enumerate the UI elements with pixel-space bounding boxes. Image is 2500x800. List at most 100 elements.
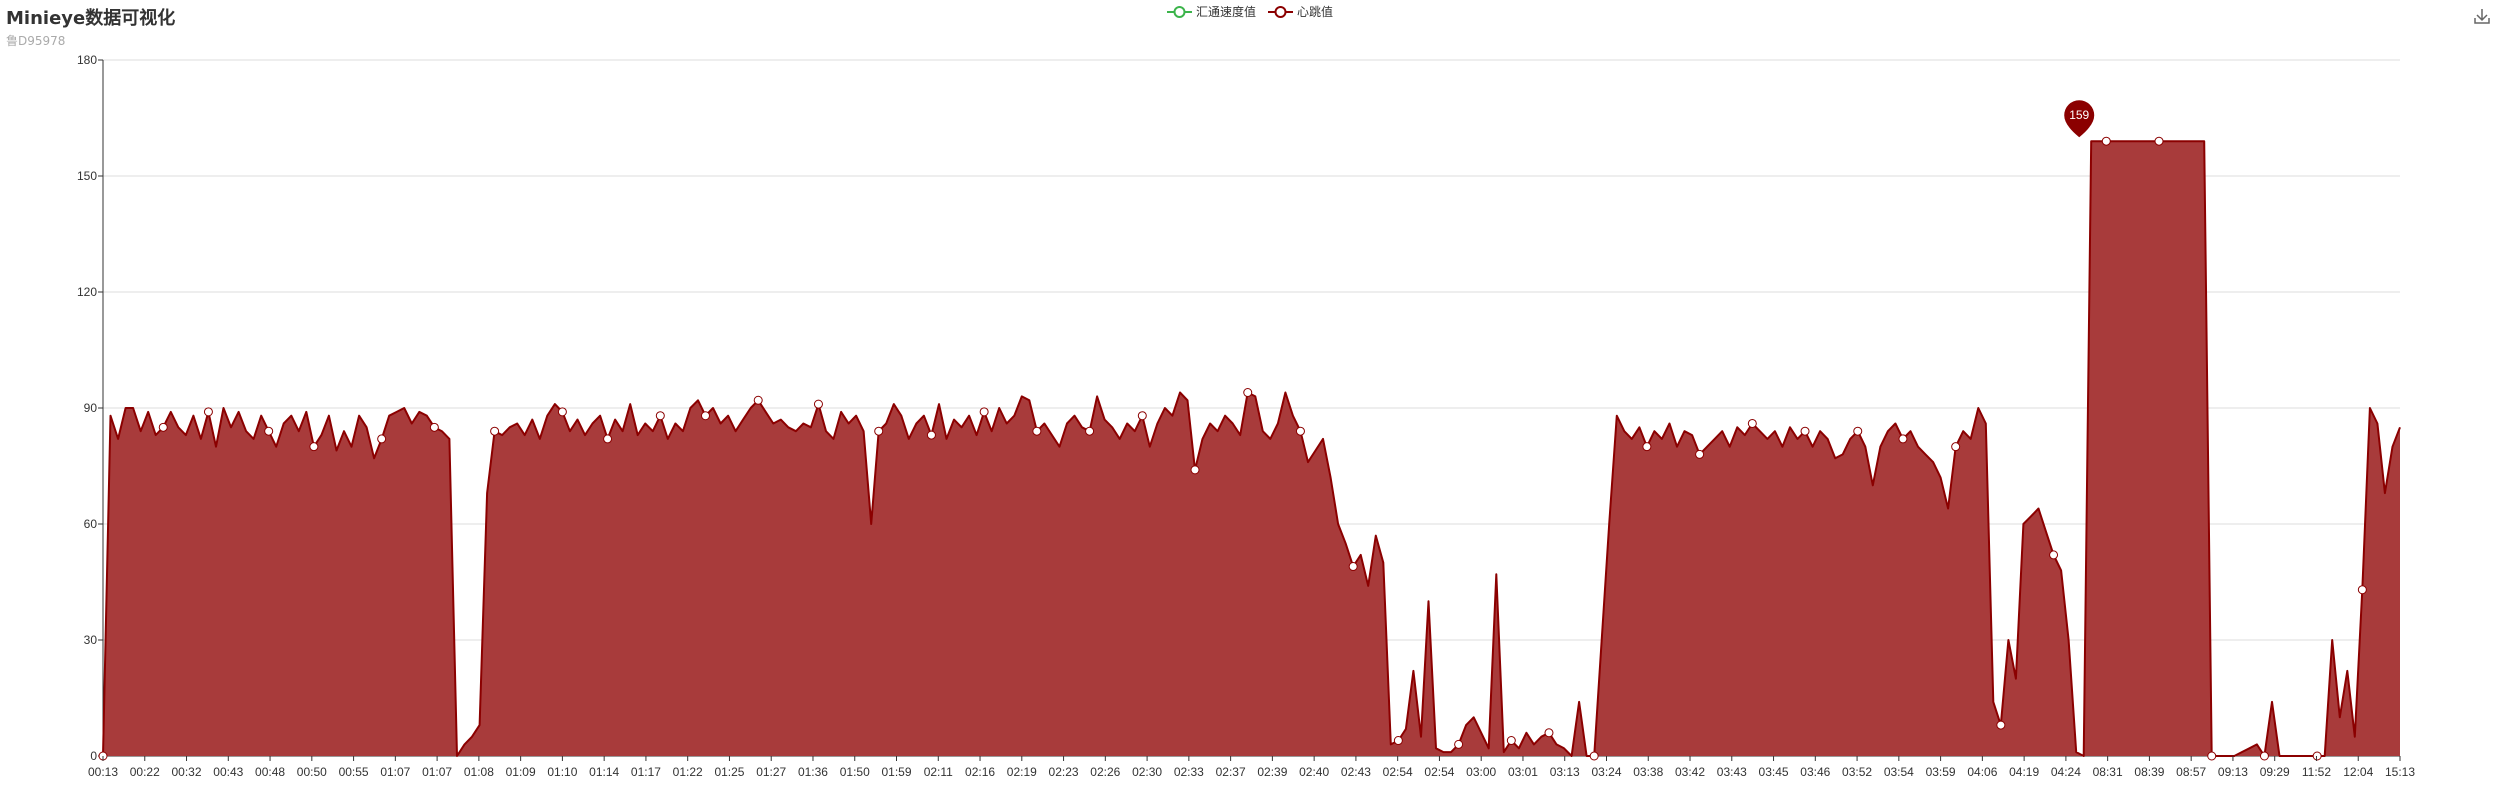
legend-heartbeat-swatch-icon bbox=[1268, 5, 1294, 18]
y-tick-label: 60 bbox=[84, 517, 98, 531]
data-point bbox=[1642, 442, 1652, 452]
legend-speed-swatch-icon bbox=[1167, 5, 1192, 18]
max-marker-label: 159 bbox=[2069, 108, 2089, 122]
data-point bbox=[1348, 562, 1358, 572]
x-tick-label: 04:06 bbox=[1967, 765, 1997, 779]
y-tick-label: 30 bbox=[84, 633, 98, 647]
data-point bbox=[2154, 136, 2164, 146]
x-tick-label: 09:13 bbox=[2218, 765, 2248, 779]
x-tick-label: 02:43 bbox=[1341, 765, 1371, 779]
x-tick-label: 03:52 bbox=[1842, 765, 1872, 779]
x-tick-label: 01:09 bbox=[506, 765, 536, 779]
data-point bbox=[429, 422, 439, 432]
data-point bbox=[1137, 411, 1147, 421]
x-tick-label: 01:07 bbox=[422, 765, 452, 779]
data-point bbox=[1295, 426, 1305, 436]
x-tick-label: 00:48 bbox=[255, 765, 285, 779]
x-tick-label: 08:57 bbox=[2176, 765, 2206, 779]
x-tick-label: 02:33 bbox=[1174, 765, 1204, 779]
x-tick-label: 01:27 bbox=[756, 765, 786, 779]
x-tick-label: 02:26 bbox=[1090, 765, 1120, 779]
x-tick-label: 02:39 bbox=[1257, 765, 1287, 779]
x-tick-label: 01:17 bbox=[631, 765, 661, 779]
x-tick-label: 01:14 bbox=[589, 765, 619, 779]
legend-heartbeat-label: 心跳值 bbox=[1297, 5, 1334, 19]
data-point bbox=[158, 422, 168, 432]
download-icon[interactable] bbox=[2472, 6, 2492, 26]
data-point bbox=[1853, 426, 1863, 436]
x-tick-label: 03:38 bbox=[1633, 765, 1663, 779]
x-tick-label: 03:46 bbox=[1800, 765, 1830, 779]
data-point bbox=[2207, 751, 2217, 761]
chart-title: Minieye数据可视化 bbox=[6, 8, 176, 29]
data-point bbox=[1506, 736, 1516, 746]
y-tick-label: 120 bbox=[77, 285, 97, 299]
x-tick-label: 03:59 bbox=[1926, 765, 1956, 779]
data-point bbox=[700, 411, 710, 421]
y-tick-label: 0 bbox=[90, 749, 97, 763]
series-area-heartbeat bbox=[103, 141, 2400, 756]
x-tick-label: 01:07 bbox=[380, 765, 410, 779]
x-tick-label: 04:24 bbox=[2051, 765, 2081, 779]
legend-item-speed[interactable]: 汇通速度值 bbox=[1167, 3, 1256, 20]
x-tick-label: 03:54 bbox=[1884, 765, 1914, 779]
x-tick-label: 12:04 bbox=[2343, 765, 2373, 779]
x-tick-label: 01:10 bbox=[547, 765, 577, 779]
x-tick-label: 01:59 bbox=[881, 765, 911, 779]
data-point bbox=[1085, 426, 1095, 436]
x-tick-label: 03:42 bbox=[1675, 765, 1705, 779]
data-point bbox=[1544, 728, 1554, 738]
x-tick-label: 01:22 bbox=[673, 765, 703, 779]
x-tick-label: 02:11 bbox=[924, 765, 953, 779]
x-tick-label: 00:55 bbox=[339, 765, 369, 779]
data-point bbox=[264, 426, 274, 436]
data-point bbox=[1747, 418, 1757, 428]
x-tick-label: 03:01 bbox=[1508, 765, 1538, 779]
x-tick-label: 08:39 bbox=[2134, 765, 2164, 779]
y-tick-label: 90 bbox=[84, 401, 98, 415]
y-tick-label: 180 bbox=[77, 53, 97, 67]
x-tick-label: 02:54 bbox=[1383, 765, 1413, 779]
x-tick-label: 02:40 bbox=[1299, 765, 1329, 779]
x-tick-label: 03:00 bbox=[1466, 765, 1496, 779]
x-tick-label: 01:50 bbox=[840, 765, 870, 779]
data-point bbox=[1800, 426, 1810, 436]
data-point bbox=[603, 434, 613, 444]
x-tick-label: 02:30 bbox=[1132, 765, 1162, 779]
x-tick-label: 02:54 bbox=[1424, 765, 1454, 779]
x-tick-label: 01:08 bbox=[464, 765, 494, 779]
data-point bbox=[2101, 136, 2111, 146]
data-point bbox=[1032, 426, 1042, 436]
data-point bbox=[874, 426, 884, 436]
data-point bbox=[2312, 751, 2322, 761]
data-point bbox=[926, 430, 936, 440]
data-point bbox=[1454, 739, 1464, 749]
data-point bbox=[1190, 465, 1200, 475]
max-marker-pin bbox=[2064, 100, 2095, 138]
x-tick-label: 08:31 bbox=[2093, 765, 2123, 779]
data-point bbox=[557, 407, 567, 417]
x-tick-label: 03:13 bbox=[1550, 765, 1580, 779]
x-tick-label: 02:37 bbox=[1216, 765, 1246, 779]
x-tick-label: 09:29 bbox=[2260, 765, 2290, 779]
data-point bbox=[1898, 434, 1908, 444]
data-point bbox=[655, 411, 665, 421]
data-point bbox=[753, 395, 763, 405]
data-point bbox=[1243, 388, 1253, 398]
x-tick-label: 11:52 bbox=[2302, 765, 2331, 779]
data-point bbox=[813, 399, 823, 409]
x-tick-label: 02:16 bbox=[965, 765, 995, 779]
legend: 汇通速度值 心跳值 bbox=[1167, 3, 1333, 20]
x-tick-label: 01:25 bbox=[714, 765, 744, 779]
x-tick-label: 03:43 bbox=[1717, 765, 1747, 779]
x-tick-label: 00:50 bbox=[297, 765, 327, 779]
legend-item-heartbeat[interactable]: 心跳值 bbox=[1268, 3, 1333, 20]
data-point bbox=[203, 407, 213, 417]
x-tick-label: 02:19 bbox=[1007, 765, 1037, 779]
x-tick-label: 15:13 bbox=[2385, 765, 2415, 779]
data-point bbox=[2049, 550, 2059, 560]
data-point bbox=[309, 442, 319, 452]
x-tick-label: 04:19 bbox=[2009, 765, 2039, 779]
x-tick-label: 00:13 bbox=[88, 765, 118, 779]
